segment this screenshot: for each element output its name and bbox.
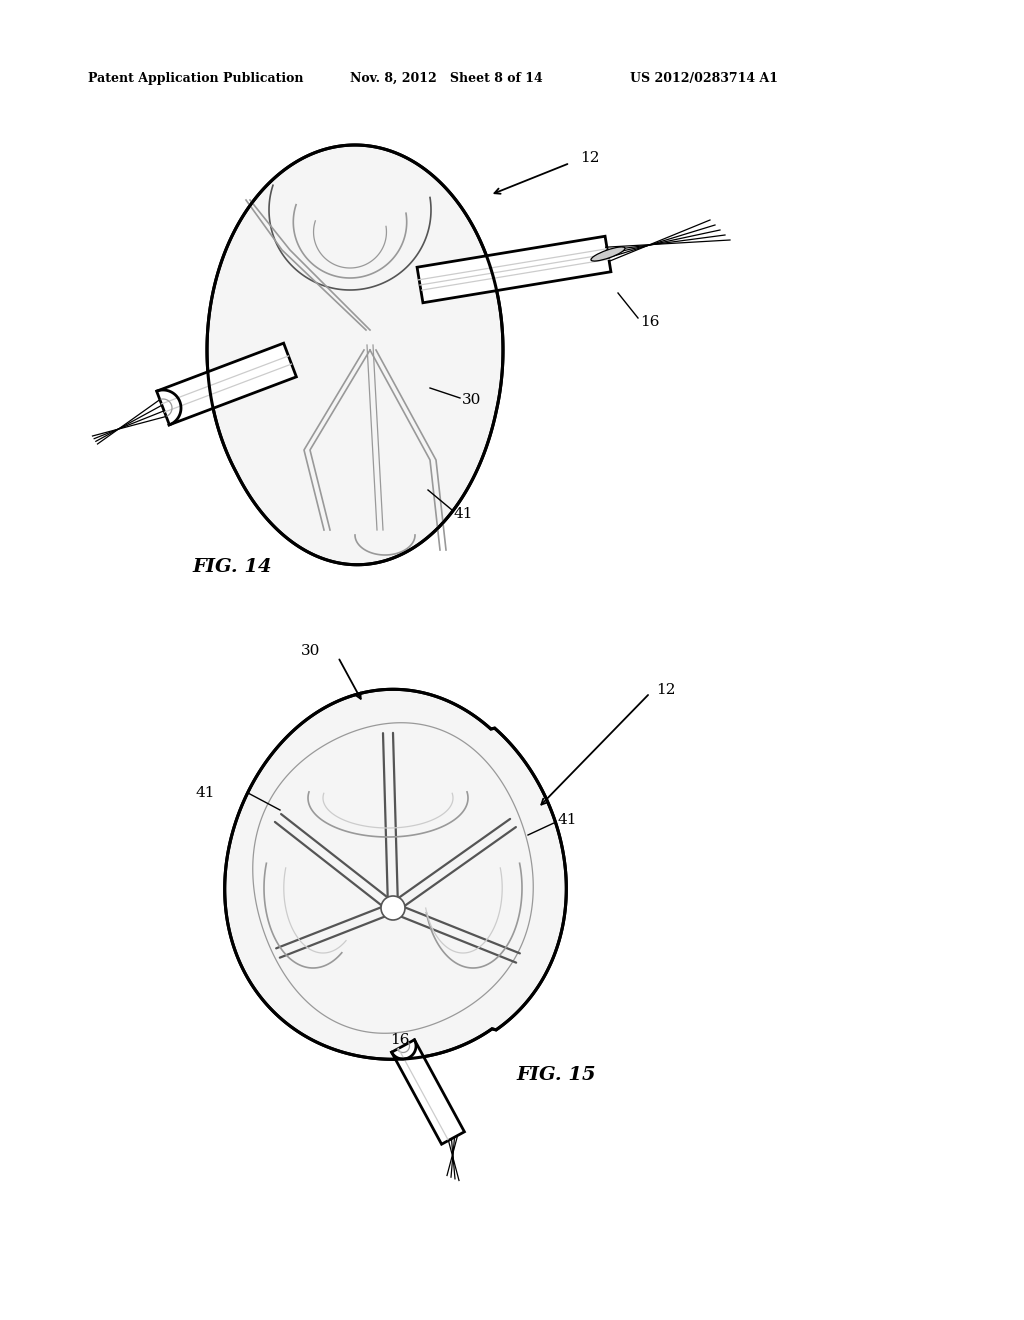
Text: 30: 30 — [462, 393, 481, 407]
Text: 16: 16 — [640, 315, 659, 329]
Text: 12: 12 — [580, 150, 599, 165]
Polygon shape — [224, 689, 566, 1059]
Polygon shape — [417, 236, 611, 302]
Text: 41: 41 — [558, 813, 578, 828]
Polygon shape — [207, 145, 503, 565]
Text: 41: 41 — [454, 507, 473, 521]
Text: 30: 30 — [301, 644, 319, 657]
Circle shape — [381, 896, 406, 920]
Polygon shape — [391, 1040, 465, 1144]
Text: US 2012/0283714 A1: US 2012/0283714 A1 — [630, 73, 778, 84]
Text: FIG. 14: FIG. 14 — [193, 558, 271, 576]
Text: 16: 16 — [390, 1034, 410, 1047]
Text: 41: 41 — [195, 785, 214, 800]
Text: Nov. 8, 2012   Sheet 8 of 14: Nov. 8, 2012 Sheet 8 of 14 — [350, 73, 543, 84]
Text: Patent Application Publication: Patent Application Publication — [88, 73, 303, 84]
Polygon shape — [157, 343, 296, 425]
Text: 12: 12 — [656, 682, 676, 697]
Ellipse shape — [591, 247, 625, 261]
Text: FIG. 15: FIG. 15 — [516, 1067, 596, 1084]
